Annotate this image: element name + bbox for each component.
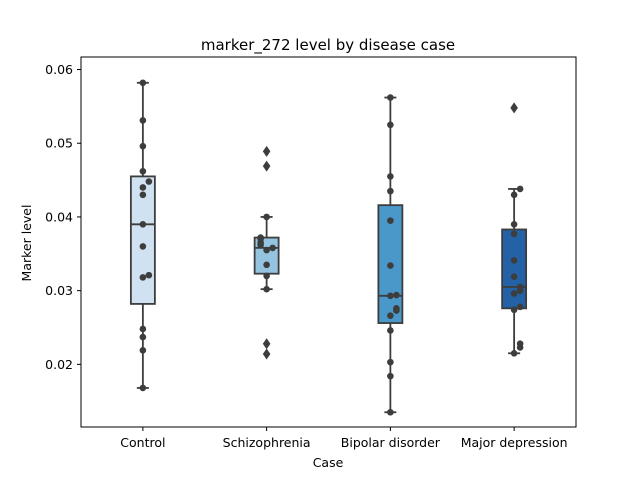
data-point xyxy=(139,274,147,281)
data-point xyxy=(387,408,394,416)
data-point xyxy=(387,121,394,129)
box-group-major-depression xyxy=(501,102,528,357)
data-point xyxy=(139,167,147,175)
y-tick-label: 0.06 xyxy=(45,62,73,77)
data-point xyxy=(139,79,147,87)
data-point xyxy=(510,221,518,228)
data-point xyxy=(510,349,518,357)
data-point xyxy=(510,273,518,280)
data-point xyxy=(393,291,400,299)
data-point xyxy=(516,283,524,291)
box-group-control xyxy=(129,79,156,392)
data-point xyxy=(263,213,270,221)
outlier-point xyxy=(262,145,271,157)
data-point xyxy=(139,191,147,199)
x-tick-label: Major depression xyxy=(461,435,568,450)
outlier-point xyxy=(262,348,271,360)
data-point xyxy=(387,187,394,195)
x-tick-label: Control xyxy=(120,435,165,450)
data-point xyxy=(269,244,276,252)
data-point xyxy=(387,358,394,366)
data-point xyxy=(263,272,270,280)
data-point xyxy=(387,217,394,224)
data-point xyxy=(510,290,518,297)
data-point xyxy=(139,117,147,124)
data-point xyxy=(516,185,524,193)
data-point xyxy=(387,312,394,320)
y-tick-label: 0.04 xyxy=(45,209,73,224)
box-group-schizophrenia xyxy=(253,145,280,360)
x-axis-label: Case xyxy=(313,455,344,470)
data-point xyxy=(510,306,518,314)
data-point xyxy=(510,230,518,238)
y-axis-label: Marker level xyxy=(19,205,34,282)
data-point xyxy=(139,184,147,191)
data-point xyxy=(516,340,524,348)
x-tick-label: Bipolar disorder xyxy=(341,435,441,450)
data-point xyxy=(387,292,394,300)
data-point xyxy=(263,261,270,269)
data-point xyxy=(139,221,147,228)
data-point xyxy=(387,327,394,334)
y-tick-label: 0.05 xyxy=(45,136,73,151)
box-group-bipolar-disorder xyxy=(377,94,404,416)
data-point xyxy=(387,262,394,269)
data-point xyxy=(139,384,147,392)
data-point xyxy=(516,303,524,311)
data-point xyxy=(139,142,147,150)
x-tick-label: Schizophrenia xyxy=(223,435,311,450)
y-tick-label: 0.03 xyxy=(45,283,73,298)
data-point xyxy=(145,271,153,279)
data-point xyxy=(257,234,264,241)
y-tick-label: 0.02 xyxy=(45,357,73,372)
plot-frame xyxy=(80,56,577,428)
data-point xyxy=(263,246,270,254)
data-point xyxy=(387,94,394,101)
data-point xyxy=(263,285,270,293)
plot-area xyxy=(129,79,528,416)
data-point xyxy=(387,372,394,380)
data-point xyxy=(387,173,394,180)
outlier-point xyxy=(262,338,271,350)
data-point xyxy=(139,325,147,333)
data-point xyxy=(139,333,147,341)
data-point xyxy=(139,243,147,250)
data-point xyxy=(510,191,518,199)
data-point xyxy=(393,305,400,312)
axes: 0.02 0.03 0.04 0.05 0.06 Control Schizophrenia… xyxy=(45,56,577,450)
data-point xyxy=(145,178,153,185)
chart-title: marker_272 level by disease case xyxy=(201,36,455,55)
data-point xyxy=(139,347,147,354)
data-point xyxy=(510,257,518,264)
outlier-point xyxy=(510,102,518,114)
outlier-point xyxy=(262,160,271,172)
